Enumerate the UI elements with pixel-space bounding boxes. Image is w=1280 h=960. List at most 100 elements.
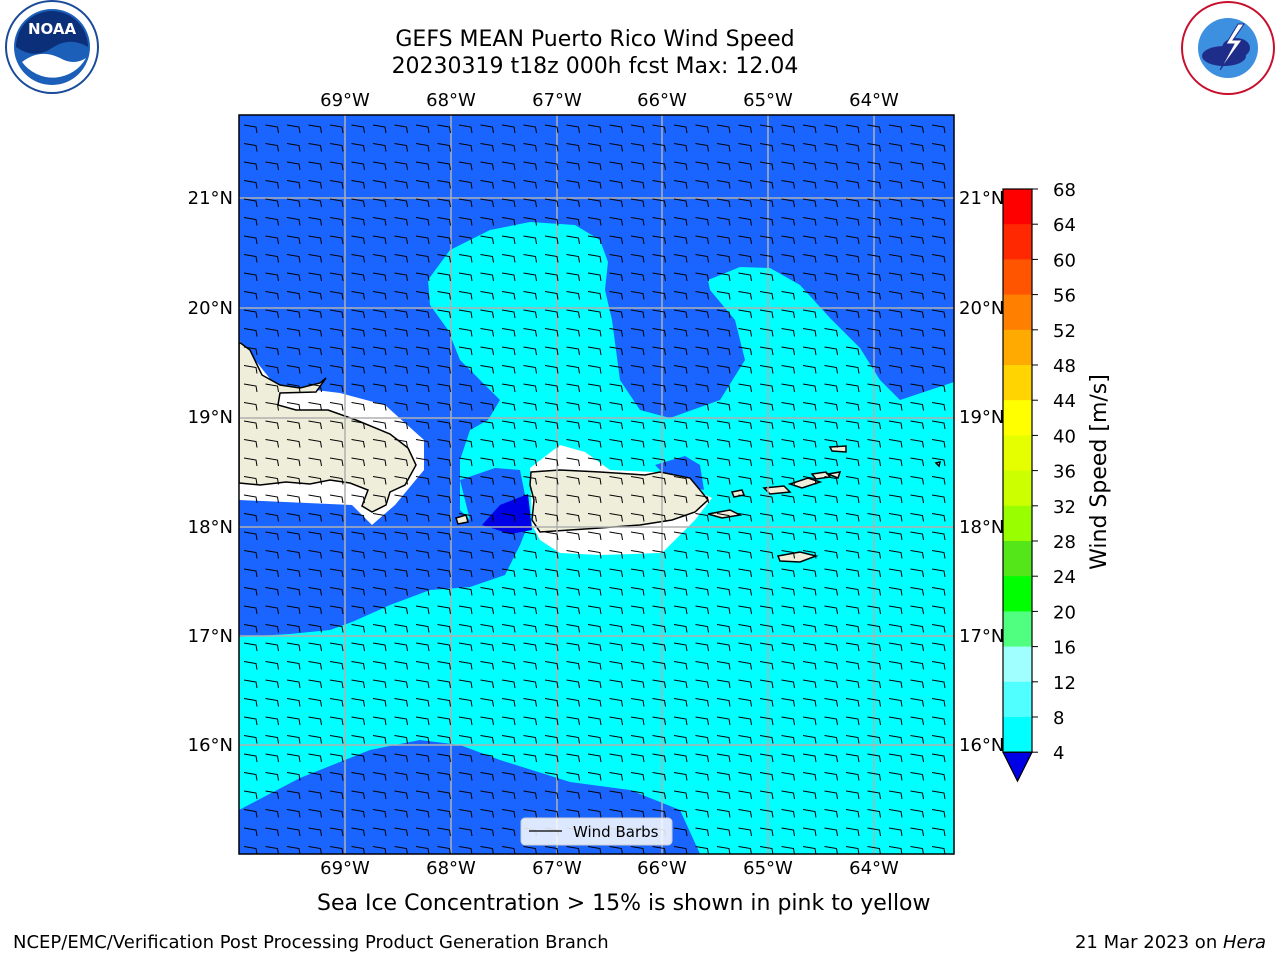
wind-barb: [738, 180, 752, 189]
wind-barb: [802, 605, 817, 615]
wind-barb: [630, 809, 645, 818]
wind-barb: [480, 531, 494, 541]
wind-barb: [867, 291, 881, 300]
wind-barb: [501, 383, 516, 393]
wind-barb: [910, 420, 924, 430]
map-legend: Wind Barbs: [520, 817, 673, 846]
wind-barb: [329, 642, 344, 652]
lat-lon-grid: [239, 115, 954, 854]
wind-barb: [673, 809, 688, 818]
lon-label-bottom: 67°W: [532, 858, 582, 879]
wind-barb: [824, 531, 838, 541]
wind-barb: [931, 420, 946, 430]
wind-barb: [824, 439, 838, 448]
wind-barb: [308, 550, 322, 559]
wind-barb: [243, 827, 258, 837]
wind-barb: [630, 661, 645, 670]
wind-barb: [286, 661, 301, 670]
wind-barb: [394, 291, 408, 300]
wind-barb: [802, 124, 817, 134]
wind-barb: [265, 642, 279, 652]
wind-barb: [480, 457, 494, 467]
wind-barb: [394, 790, 408, 800]
wind-barb: [566, 143, 580, 152]
wind-barb: [781, 790, 795, 800]
wind-barb: [566, 513, 580, 522]
wind-barb: [415, 790, 430, 800]
wind-barb: [695, 790, 709, 800]
wind-barb: [888, 494, 903, 504]
wind-barb: [544, 846, 559, 854]
wind-barb: [845, 383, 860, 393]
wind-barb: [781, 402, 795, 411]
wind-barb: [630, 642, 645, 652]
wind-barb: [652, 124, 666, 134]
wind-barb: [609, 402, 623, 411]
wind-barb: [802, 624, 817, 633]
wind-barb: [695, 772, 709, 781]
wind-barb: [695, 587, 709, 596]
wind-barb: [652, 402, 666, 411]
wind-barb: [867, 328, 881, 337]
wind-barb: [243, 143, 258, 152]
wind-barb: [329, 568, 344, 578]
colorbar-tick-label: 16: [1053, 638, 1076, 659]
wind-barb: [480, 661, 494, 670]
wind-barb: [501, 235, 516, 245]
wind-barb: [394, 679, 408, 689]
wind-barb: [931, 698, 946, 707]
wind-barb: [566, 698, 580, 707]
wind-barb: [523, 550, 537, 559]
colorbar-segment: [1003, 646, 1032, 683]
wind-barb: [652, 679, 666, 689]
wind-barb: [630, 457, 645, 467]
wind-barb: [286, 550, 301, 559]
wind-barb: [695, 309, 709, 319]
wind-barb: [308, 790, 322, 800]
wind-barb: [329, 827, 344, 837]
wind-barb: [673, 790, 688, 800]
wind-barb: [738, 198, 752, 208]
wind-barb: [544, 457, 559, 467]
wind-barb: [824, 661, 838, 670]
wind-barb: [308, 661, 322, 670]
wind-barb: [716, 420, 731, 430]
wind-barb: [308, 439, 322, 448]
wind-barb: [587, 531, 602, 541]
wind-barb: [265, 383, 279, 393]
colorbar-segment: [1003, 681, 1032, 718]
wind-barb: [867, 180, 881, 189]
wind-barb: [437, 217, 451, 226]
wind-barb: [566, 328, 580, 337]
wind-barb: [437, 605, 451, 615]
wind-barb: [673, 753, 688, 763]
wind-barb: [394, 198, 408, 208]
wind-barb: [738, 420, 752, 430]
wind-barb: [265, 272, 279, 282]
wind-barb: [759, 328, 774, 337]
wind-barb: [716, 124, 731, 134]
wind-barb: [716, 698, 731, 707]
wind-barb: [587, 439, 602, 448]
wind-barb: [695, 161, 709, 171]
wind-barb: [888, 143, 903, 152]
wind-barb: [609, 568, 623, 578]
wind-barb: [372, 494, 387, 504]
wind-barb: [437, 790, 451, 800]
wind-barb: [523, 439, 537, 448]
wind-barb: [351, 679, 365, 689]
wind-barb: [329, 180, 344, 189]
wind-barb: [824, 735, 838, 744]
wind-barb: [501, 198, 516, 208]
wind-barb: [308, 809, 322, 818]
wind-barb: [544, 494, 559, 504]
wind-barb: [286, 846, 301, 854]
wind-barb: [781, 124, 795, 134]
wind-barb: [523, 254, 537, 263]
wind-barb: [781, 605, 795, 615]
map-subtitle: 20230319 t18z 000h fcst Max: 12.04: [391, 54, 799, 79]
wind-barb: [867, 457, 881, 467]
wind-barb: [243, 679, 258, 689]
wind-barb: [910, 550, 924, 559]
wind-barb: [501, 309, 516, 319]
